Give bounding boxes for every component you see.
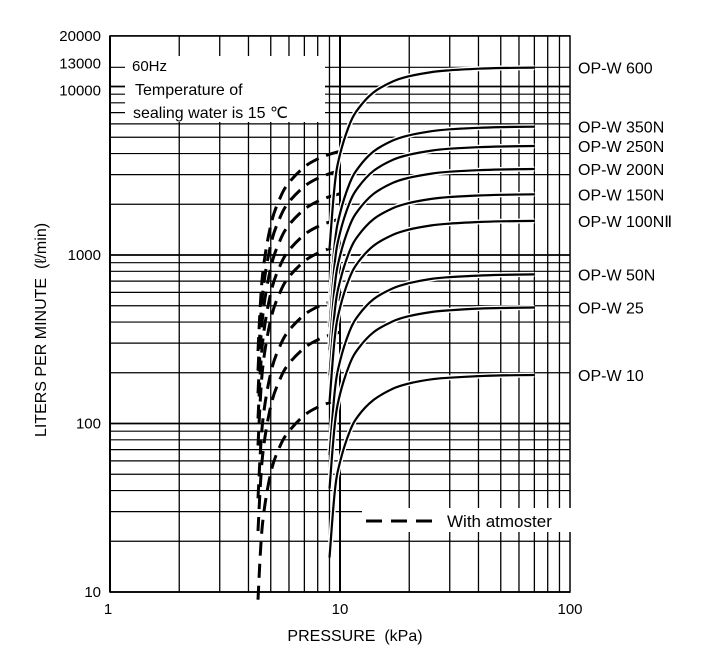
annotation-sealing-water: sealing water is 15 ℃ xyxy=(133,105,288,122)
y-tick-label: 20000 xyxy=(59,28,101,45)
series-label-bg xyxy=(575,58,685,78)
series-label-bg xyxy=(575,265,685,285)
series-line xyxy=(328,144,535,328)
series-label: OP-W 100NⅡ xyxy=(578,214,672,231)
series-line xyxy=(328,306,535,489)
y-axis-title: LITERS PER MINUTE (ℓ/min) xyxy=(33,223,50,437)
series-line xyxy=(328,193,535,376)
series-line xyxy=(328,373,535,558)
x-tick-label: 10 xyxy=(332,601,349,618)
series-label-bg xyxy=(575,185,685,205)
annotation-frequency: 60Hz xyxy=(132,58,167,75)
series-halo xyxy=(327,271,535,456)
series-label: OP-W 350N xyxy=(578,120,664,137)
x-axis-title: PRESSURE (kPa) xyxy=(287,628,422,645)
legend-label: With atmoster xyxy=(447,512,552,531)
series-line xyxy=(328,66,535,249)
series-halo xyxy=(327,305,535,489)
x-tick-label: 100 xyxy=(557,601,582,618)
series-label: OP-W 200N xyxy=(578,162,664,179)
series-line xyxy=(328,273,535,456)
series-label-bg xyxy=(575,211,685,231)
series-label: OP-W 25 xyxy=(578,301,644,318)
series-label-bg xyxy=(575,137,685,157)
y-tick-label: 10000 xyxy=(59,83,101,100)
y-tick-label: 10 xyxy=(84,584,101,601)
series-label-bg xyxy=(575,117,685,137)
series-label: OP-W 10 xyxy=(578,368,644,385)
dashed-series-line xyxy=(256,397,341,600)
series-label: OP-W 50N xyxy=(578,267,655,284)
annotation-temperature: Temperature of xyxy=(135,82,243,99)
annotation-box: 60Hz Temperature of sealing water is 15 … xyxy=(125,56,325,122)
series-line xyxy=(328,167,535,351)
series-label-bg xyxy=(575,298,685,318)
series-labels: OP-W 600 OP-W 350N OP-W 250N OP-W 200N OP-W … xyxy=(575,58,685,386)
plot-frame xyxy=(109,35,571,593)
series-label-bg xyxy=(575,160,685,180)
series-line xyxy=(328,125,535,308)
series-label-bg xyxy=(575,366,685,386)
series-line xyxy=(328,219,535,403)
series-label: OP-W 600 xyxy=(578,61,653,78)
series-label: OP-W 150N xyxy=(578,187,664,204)
series-label: OP-W 250N xyxy=(578,139,664,156)
y-tick-label: 100 xyxy=(76,416,101,433)
y-tick-label: 1000 xyxy=(68,247,101,264)
legend: With atmoster xyxy=(362,508,572,532)
atmoster-dashed-curves xyxy=(256,149,341,600)
y-tick-label: 13000 xyxy=(59,55,101,72)
x-tick-label: 1 xyxy=(104,601,112,618)
performance-curves xyxy=(327,65,535,558)
